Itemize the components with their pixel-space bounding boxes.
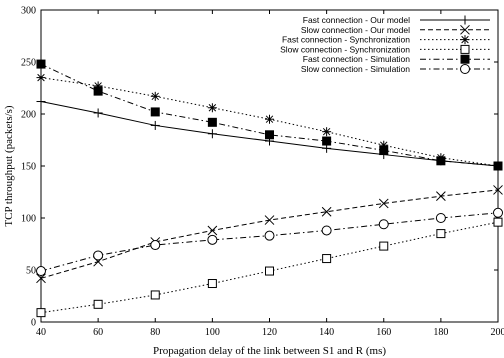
series-3 [36, 73, 503, 171]
x-tick-label: 40 [36, 327, 46, 338]
data-point [207, 117, 217, 127]
x-tick-label: 180 [433, 327, 448, 338]
data-point [378, 219, 389, 230]
data-point [379, 145, 389, 155]
legend-item: Fast connection - Synchronization [282, 35, 490, 45]
data-point [150, 107, 160, 117]
legend-label: Slow connection - Simulation [301, 64, 410, 74]
legend-marker [460, 64, 470, 74]
y-tick-label: 100 [21, 214, 36, 225]
data-point [36, 97, 46, 107]
data-point [36, 273, 46, 284]
legend-label: Fast connection - Simulation [303, 54, 411, 64]
legend-marker [460, 54, 470, 64]
y-tick-label: 50 [26, 266, 36, 277]
y-tick-label: 0 [31, 318, 36, 329]
data-point [93, 250, 104, 261]
data-point [207, 234, 218, 245]
legend-item: Fast connection - Simulation [303, 54, 490, 64]
x-tick-label: 100 [205, 327, 220, 338]
data-point [150, 290, 160, 300]
data-point [150, 91, 160, 101]
legend-marker [460, 44, 470, 54]
data-point [321, 225, 332, 236]
legend-item: Slow connection - Synchronization [280, 44, 490, 54]
data-point [435, 213, 446, 223]
data-point [493, 207, 503, 218]
series-line [40, 212, 499, 272]
data-point [436, 191, 446, 202]
x-tick-label: 80 [150, 327, 160, 338]
legend-item: Slow connection - Simulation [301, 64, 490, 74]
series-5 [36, 59, 503, 171]
x-tick-label: 120 [262, 327, 277, 338]
legend-label: Fast connection - Our model [303, 15, 410, 25]
legend-marker [460, 24, 470, 35]
data-point [93, 86, 103, 96]
data-point [493, 161, 503, 171]
data-point [493, 217, 503, 227]
data-point [322, 127, 332, 137]
data-point [36, 73, 46, 83]
data-point [379, 241, 389, 251]
y-tick-label: 300 [21, 6, 36, 17]
data-point [265, 114, 274, 124]
data-point [150, 120, 160, 130]
y-tick-label: 150 [21, 162, 36, 173]
data-point [322, 254, 332, 264]
series-6 [36, 207, 503, 277]
legend-marker [460, 15, 470, 25]
data-point [321, 206, 332, 217]
data-point [93, 108, 103, 118]
data-point [265, 130, 274, 140]
y-tick-label: 250 [21, 58, 36, 69]
legend-label: Fast connection - Synchronization [282, 35, 410, 45]
legend-marker [460, 35, 470, 45]
data-point [207, 103, 217, 113]
data-point [493, 185, 503, 195]
legend-label: Slow connection - Synchronization [280, 44, 410, 54]
series-line [40, 63, 499, 167]
x-axis-label: Propagation delay of the link between S1… [153, 345, 386, 357]
data-point [322, 136, 332, 146]
data-point [207, 279, 217, 289]
data-point [378, 198, 389, 209]
x-tick-label: 60 [93, 327, 103, 338]
legend-item: Fast connection - Our model [303, 15, 490, 25]
data-point [93, 299, 103, 309]
x-tick-label: 140 [319, 327, 334, 338]
data-point [264, 230, 275, 241]
series-4 [36, 217, 503, 318]
x-tick-label: 200 [491, 327, 504, 338]
legend-label: Slow connection - Our model [301, 25, 410, 35]
data-point [436, 229, 446, 239]
data-point [264, 215, 275, 225]
data-point [265, 266, 274, 276]
data-point [436, 156, 446, 166]
data-point [207, 129, 217, 139]
data-point [36, 59, 46, 69]
y-axis-label: TCP throughput (packets/s) [3, 105, 15, 227]
y-tick-label: 200 [21, 110, 36, 121]
data-point [36, 266, 46, 277]
legend-item: Slow connection - Our model [301, 25, 490, 35]
series-2 [36, 185, 503, 284]
data-point [36, 308, 46, 318]
data-point [150, 240, 161, 251]
data-point [207, 225, 218, 236]
x-tick-label: 160 [376, 327, 391, 338]
